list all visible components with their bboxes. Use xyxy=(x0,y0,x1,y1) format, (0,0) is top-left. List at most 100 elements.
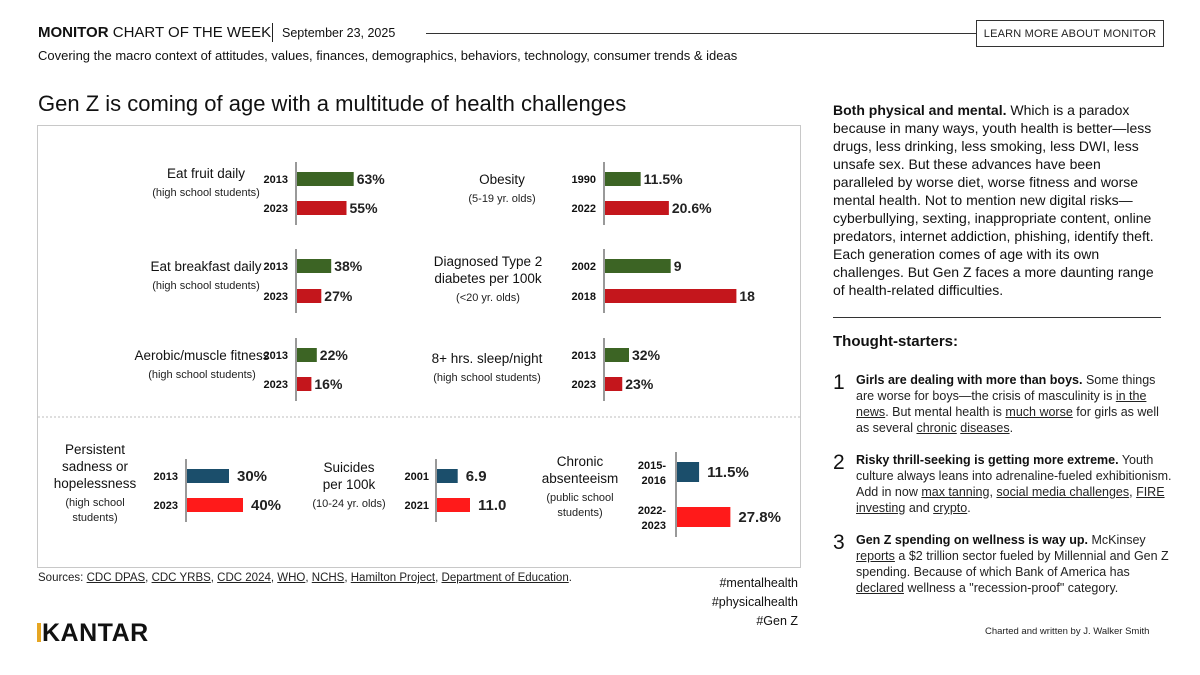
year-label-absenteeism-0-a: 2015- xyxy=(638,460,666,472)
thought-starter-2-number: 2 xyxy=(833,451,845,474)
metric-sublabel-diabetes: (<20 yr. olds) xyxy=(456,292,520,304)
metric-label-diabetes: diabetes per 100k xyxy=(434,271,542,286)
thought-starter-1-end: . xyxy=(1009,421,1014,435)
year-label-sadness-0: 2013 xyxy=(154,471,178,483)
source-link-cdc-2024[interactable]: CDC 2024 xyxy=(217,572,271,584)
year-label-diabetes-1: 2018 xyxy=(572,291,596,303)
hashtag-genz[interactable]: #Gen Z xyxy=(756,614,798,628)
value-label-fruit-1: 55% xyxy=(350,200,379,216)
header-date: September 23, 2025 xyxy=(282,26,396,40)
thought-starter-3-text: McKinsey xyxy=(1091,533,1146,547)
thought-starter-1-text-2: . But mental health is xyxy=(885,405,1002,419)
link-much-worse[interactable]: much worse xyxy=(1005,405,1073,419)
source-link-who[interactable]: WHO xyxy=(277,572,306,584)
right-divider xyxy=(833,317,1161,318)
thought-starter-1-text-3: for girls as well as several xyxy=(856,405,1159,435)
logo-text: KANTAR xyxy=(42,619,149,647)
hashtag-mentalhealth[interactable]: #mentalhealth xyxy=(719,576,798,590)
page-subtitle: Covering the macro context of attitudes,… xyxy=(38,48,738,63)
metric-sublabel-absenteeism: (public school xyxy=(546,492,613,504)
source-link-cdc-dpas[interactable]: CDC DPAS xyxy=(86,572,146,584)
bar-diabetes-1 xyxy=(605,289,737,303)
year-label-sleep-1: 2023 xyxy=(572,379,596,391)
value-label-suicides-0: 6.9 xyxy=(466,468,487,485)
metric-label-fitness: Aerobic/muscle fitness xyxy=(134,348,269,363)
year-label-fruit-0: 2013 xyxy=(264,174,288,186)
link-crypto[interactable]: crypto xyxy=(933,501,968,515)
chart-svg: Eat fruit daily (high school students) 201… xyxy=(38,162,800,537)
year-label-sadness-1: 2023 xyxy=(154,500,178,512)
learn-more-button[interactable]: LEARN MORE ABOUT MONITOR xyxy=(976,20,1164,47)
metric-label-sadness: Persistent xyxy=(65,442,125,457)
metric-sublabel-breakfast: (high school students) xyxy=(152,280,260,292)
metric-label-breakfast: Eat breakfast daily xyxy=(150,259,261,274)
bar-obesity-0 xyxy=(605,172,641,186)
link-chronic[interactable]: chronic xyxy=(916,421,957,435)
value-label-sadness-1: 40% xyxy=(251,497,281,514)
value-label-sleep-1: 23% xyxy=(625,376,654,392)
year-label-suicides-1: 2021 xyxy=(405,500,429,512)
link-diseases[interactable]: diseases xyxy=(960,421,1010,435)
bar-sadness-1 xyxy=(187,498,243,512)
intro-body: Which is a paradox because in many ways,… xyxy=(833,102,1154,298)
metric-label-sadness: sadness or xyxy=(62,459,129,474)
thought-starter-2-text: Youth culture always leans into adrenali… xyxy=(856,453,1172,499)
metric-label-absenteeism: absenteeism xyxy=(542,471,619,486)
year-label-breakfast-1: 2023 xyxy=(264,291,288,303)
thought-starter-1-text: Some things are worse for boys—the crisi… xyxy=(856,373,1156,403)
value-label-obesity-0: 11.5% xyxy=(644,171,683,187)
bar-breakfast-1 xyxy=(297,289,322,303)
source-link-nchs[interactable]: NCHS xyxy=(311,572,345,584)
bar-absenteeism-1 xyxy=(677,507,731,527)
bar-sleep-1 xyxy=(605,377,623,391)
metric-sublabel-sadness: students) xyxy=(72,512,117,524)
thought-starter-2: Risky thrill-seeking is getting more ext… xyxy=(856,453,1172,515)
metric-sublabel-sadness: (high school xyxy=(65,497,124,509)
author-credit: Charted and written by J. Walker Smith xyxy=(985,626,1150,637)
bar-absenteeism-0 xyxy=(677,462,700,482)
thought-starter-3: Gen Z spending on wellness is way up. Mc… xyxy=(856,532,1174,596)
thought-starter-1-lead: Girls are dealing with more than boys. xyxy=(856,373,1083,387)
link-fire-investing[interactable]: FIRE investing xyxy=(856,485,1165,515)
hashtag-physicalhealth[interactable]: #physicalhealth xyxy=(711,595,798,609)
link-social-media-challenges[interactable]: social media challenges xyxy=(996,485,1130,499)
link-in-the-news[interactable]: in the news xyxy=(856,389,1147,419)
value-label-suicides-1: 11.0 xyxy=(478,497,506,514)
thought-starter-3-number: 3 xyxy=(833,531,845,554)
link-max-tanning[interactable]: max tanning xyxy=(921,485,990,499)
thought-starter-3-text-2: a $2 trillion sector fueled by Millennia… xyxy=(856,549,1169,579)
link-declared[interactable]: declared xyxy=(856,581,904,595)
metric-sublabel-fitness: (high school students) xyxy=(148,369,256,381)
year-label-obesity-0: 1990 xyxy=(572,174,596,186)
chart-title: Gen Z is coming of age with a multitude … xyxy=(38,91,627,116)
source-link-cdc-yrbs[interactable]: CDC YRBS xyxy=(151,572,211,584)
metric-label-absenteeism: Chronic xyxy=(557,454,604,469)
year-label-absenteeism-1-a: 2022- xyxy=(638,505,666,517)
sources-line: Sources: CDC DPAS, CDC YRBS, CDC 2024, W… xyxy=(38,572,572,584)
metric-sublabel-absenteeism: students) xyxy=(557,507,602,519)
metric-label-sleep: 8+ hrs. sleep/night xyxy=(432,351,543,366)
thought-starter-2-lead: Risky thrill-seeking is getting more ext… xyxy=(856,453,1119,467)
source-link-education[interactable]: Department of Education xyxy=(441,572,569,584)
metric-label-suicides: Suicides xyxy=(323,460,374,475)
link-reports[interactable]: reports xyxy=(856,549,895,563)
thought-starter-1-number: 1 xyxy=(833,371,845,394)
value-label-obesity-1: 20.6% xyxy=(672,200,712,216)
source-link-hamilton[interactable]: Hamilton Project xyxy=(350,572,436,584)
chart-panel: Eat fruit daily (high school students) 201… xyxy=(37,125,801,568)
bar-obesity-1 xyxy=(605,201,669,215)
metric-sublabel-sleep: (high school students) xyxy=(433,372,541,384)
metric-label-suicides: per 100k xyxy=(323,477,376,492)
year-label-absenteeism-1-b: 2023 xyxy=(642,520,666,532)
logo-accent-mark xyxy=(37,623,41,642)
thought-starter-2-text-2: and xyxy=(908,501,930,515)
bar-fruit-0 xyxy=(297,172,354,186)
thought-starter-3-lead: Gen Z spending on wellness is way up. xyxy=(856,533,1088,547)
metric-label-sadness: hopelessness xyxy=(54,476,137,491)
value-label-diabetes-1: 18 xyxy=(739,288,755,304)
year-label-diabetes-0: 2002 xyxy=(572,261,596,273)
year-label-fitness-1: 2023 xyxy=(264,379,288,391)
value-label-absenteeism-0: 11.5% xyxy=(707,464,749,481)
thought-starters-title: Thought-starters: xyxy=(833,333,958,350)
metric-sublabel-obesity: (5-19 yr. olds) xyxy=(468,193,535,205)
